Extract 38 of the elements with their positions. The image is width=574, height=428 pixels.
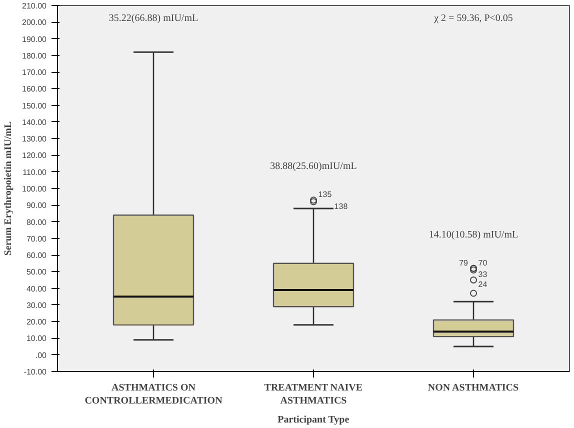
y-tick-label: 160.00 [22, 84, 48, 94]
x-axis-title: Participant Type [278, 414, 350, 426]
y-tick-label: .00 [35, 350, 48, 360]
annotation: 38.88(25.60)mIU/mL [270, 161, 357, 172]
annotation: 33 [478, 270, 488, 280]
annotation: 14.10(10.58) mIU/mL [428, 229, 518, 240]
y-tick-label: 90.00 [26, 201, 48, 210]
y-tick-label: 10.00 [26, 334, 48, 344]
y-tick-label: 120.00 [22, 151, 48, 160]
y-tick-label: 180.00 [22, 51, 48, 60]
y-tick-label: 80.00 [26, 218, 48, 227]
y-tick-label: 190.00 [22, 34, 48, 44]
x-tick-label: TREATMENT NAIVE ASTHMATICS [264, 382, 363, 407]
x-tick-label: ASTHMATICS ON CONTROLLERMEDICATION [84, 382, 224, 407]
annotation: 135 [318, 190, 332, 200]
y-tick-label: 20.00 [26, 318, 48, 327]
annotation: 35.22(66.88) mIU/mL [108, 13, 198, 24]
annotation: 138 [334, 202, 348, 211]
y-tick-label: 110.00 [22, 168, 48, 177]
x-tick-label: NON ASTHMATICS [428, 382, 519, 394]
y-axis-title: Serum Erythropoietin mIU/mL [3, 121, 14, 256]
annotation: 79 [459, 258, 469, 268]
y-tick-label: 40.00 [26, 284, 48, 294]
annotation: 24 [478, 280, 488, 289]
y-tick-label: 170.00 [22, 68, 48, 78]
annotation: 70 [478, 258, 488, 268]
y-tick-label: 140.00 [22, 118, 48, 127]
y-tick-label: 200.00 [22, 18, 48, 28]
annotation: χ 2 = 59.36, P<0.05 [433, 13, 513, 24]
y-tick-label: 100.00 [22, 184, 48, 194]
y-tick-label: 50.00 [26, 268, 48, 277]
y-tick-label: 60.00 [26, 251, 48, 260]
y-tick-label: 210.00 [22, 2, 48, 10]
y-tick-label: 70.00 [26, 234, 48, 244]
y-tick-label: 30.00 [26, 300, 48, 310]
y-tick-label: 150.00 [22, 101, 48, 110]
y-tick-label: 130.00 [22, 134, 48, 144]
y-tick-label: -10.00 [24, 368, 48, 376]
